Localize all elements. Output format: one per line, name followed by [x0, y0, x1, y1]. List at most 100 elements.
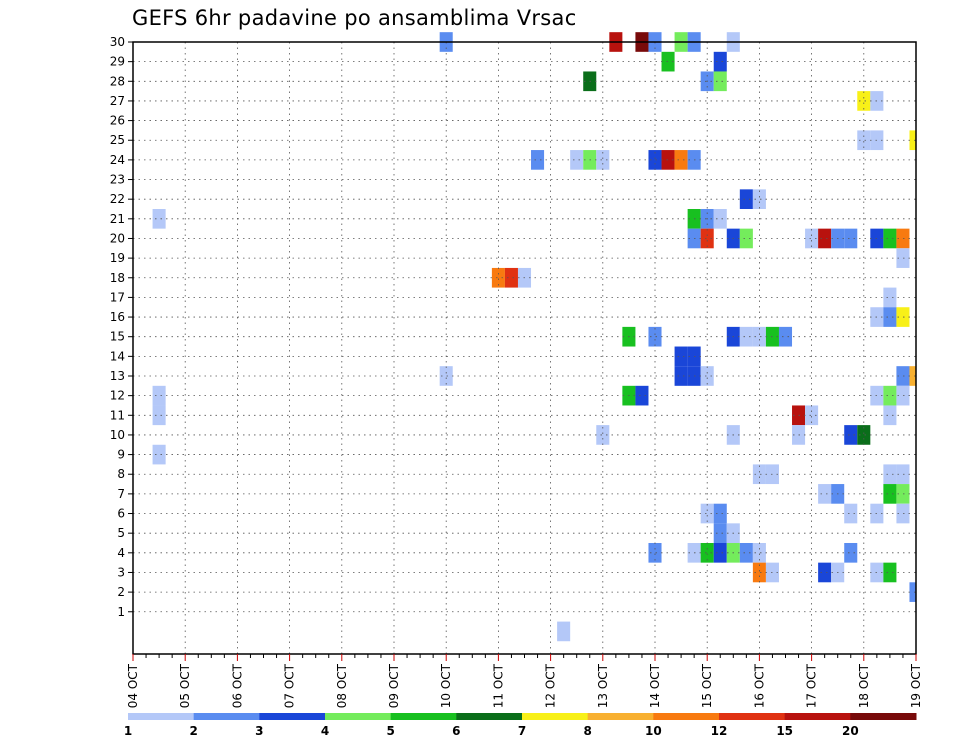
y-tick-label: 16	[110, 310, 125, 324]
heatmap-cell	[896, 248, 910, 268]
heatmap-cell	[909, 130, 916, 151]
y-tick-label: 19	[110, 251, 125, 265]
heatmap-cell	[883, 307, 897, 327]
legend-label: 7	[518, 724, 526, 738]
x-tick-label: 08 OCT	[335, 663, 349, 708]
heatmap-cell	[713, 208, 727, 229]
heatmap-cell	[739, 326, 753, 347]
x-tick-label: 17 OCT	[805, 663, 819, 708]
y-axis: 1234567891011121314151617181920212223242…	[110, 35, 133, 619]
heatmap-cell	[152, 385, 166, 406]
x-tick-label: 04 OCT	[126, 663, 140, 708]
legend-swatch	[456, 713, 523, 720]
heatmap-cell	[752, 562, 766, 583]
heatmap-cell	[883, 228, 897, 249]
x-tick-label: 11 OCT	[491, 663, 505, 708]
x-tick-label: 06 OCT	[230, 663, 244, 708]
heatmap-cell	[739, 542, 753, 563]
y-tick-label: 8	[117, 467, 125, 481]
heatmap-cell	[648, 326, 662, 347]
heatmap-cell	[700, 503, 714, 524]
chart-title: GEFS 6hr padavine po ansamblima Vrsac	[132, 6, 577, 30]
heatmap-cell	[896, 307, 910, 327]
heatmap-cell	[713, 71, 727, 92]
x-tick-label: 09 OCT	[387, 663, 401, 708]
y-tick-label: 20	[110, 231, 125, 245]
heatmap-cell	[883, 464, 897, 485]
heatmap-cell	[752, 189, 766, 209]
heatmap-cell	[674, 346, 688, 367]
heatmap-cell	[713, 51, 727, 72]
heatmap-cell	[152, 444, 166, 465]
heatmap-cell	[883, 405, 897, 426]
legend-swatch	[128, 713, 195, 720]
grid-lines	[133, 41, 916, 654]
legend-swatch	[719, 713, 786, 720]
heatmap-cell	[713, 523, 727, 543]
legend-swatch	[522, 713, 589, 720]
legend-swatch	[390, 713, 457, 720]
heatmap-cell	[896, 503, 910, 524]
heatmap-cell	[818, 228, 832, 249]
heatmap-cell	[752, 464, 766, 485]
y-tick-label: 23	[110, 173, 125, 187]
heatmap-cell	[557, 621, 571, 642]
heatmap-cell	[896, 484, 910, 504]
heatmap-cell	[596, 150, 610, 170]
heatmap-cell	[909, 366, 916, 386]
y-tick-label: 22	[110, 192, 125, 206]
legend-swatch	[259, 713, 326, 720]
heatmap-cell	[896, 385, 910, 406]
legend-label: 8	[583, 724, 591, 738]
x-tick-label: 13 OCT	[596, 663, 610, 708]
heatmap-cell	[844, 542, 858, 563]
y-tick-label: 21	[110, 212, 125, 226]
heatmap-cell	[805, 405, 819, 426]
legend-label: 10	[645, 724, 662, 738]
x-tick-label: 19 OCT	[909, 663, 923, 708]
y-tick-label: 17	[110, 290, 125, 304]
legend-label: 1	[124, 724, 132, 738]
heatmap-cell	[439, 366, 453, 386]
y-tick-label: 15	[110, 330, 125, 344]
heatmap-cell	[909, 582, 916, 602]
legend-label: 15	[776, 724, 793, 738]
y-tick-label: 29	[110, 55, 125, 69]
x-tick-label: 15 OCT	[700, 663, 714, 708]
y-tick-label: 24	[110, 153, 125, 167]
legend-label: 3	[255, 724, 263, 738]
heatmap-cell	[844, 425, 858, 445]
heatmap-cell	[818, 484, 832, 504]
heatmap-cell	[570, 150, 584, 170]
y-tick-label: 12	[110, 389, 125, 403]
y-tick-label: 30	[110, 35, 125, 49]
x-tick-label: 07 OCT	[283, 663, 297, 708]
heatmap-cell	[739, 189, 753, 209]
heatmap-cell	[883, 385, 897, 406]
heatmap-cell	[805, 228, 819, 249]
x-tick-label: 16 OCT	[752, 663, 766, 708]
heatmap-cell	[896, 228, 910, 249]
legend-swatch	[784, 713, 851, 720]
heatmap-cell	[844, 228, 858, 249]
heatmap-cell	[883, 562, 897, 583]
legend-label: 5	[386, 724, 394, 738]
heatmap-cell	[739, 228, 753, 249]
y-tick-label: 26	[110, 114, 125, 128]
heatmap-cell	[152, 208, 166, 229]
legend-swatch	[653, 713, 720, 720]
legend-label: 6	[452, 724, 460, 738]
heatmap-cell	[674, 150, 688, 170]
legend-label: 20	[842, 724, 859, 738]
heatmap-cell	[648, 150, 662, 170]
heatmap-cell	[857, 425, 871, 445]
y-tick-label: 13	[110, 369, 125, 383]
heatmap-cell	[778, 326, 793, 347]
legend-swatch	[850, 713, 917, 720]
y-tick-label: 3	[117, 565, 125, 579]
heatmap-cell	[661, 51, 675, 72]
heatmap-cell	[700, 542, 714, 563]
y-tick-label: 14	[110, 349, 125, 363]
heatmap-cell	[883, 484, 897, 504]
